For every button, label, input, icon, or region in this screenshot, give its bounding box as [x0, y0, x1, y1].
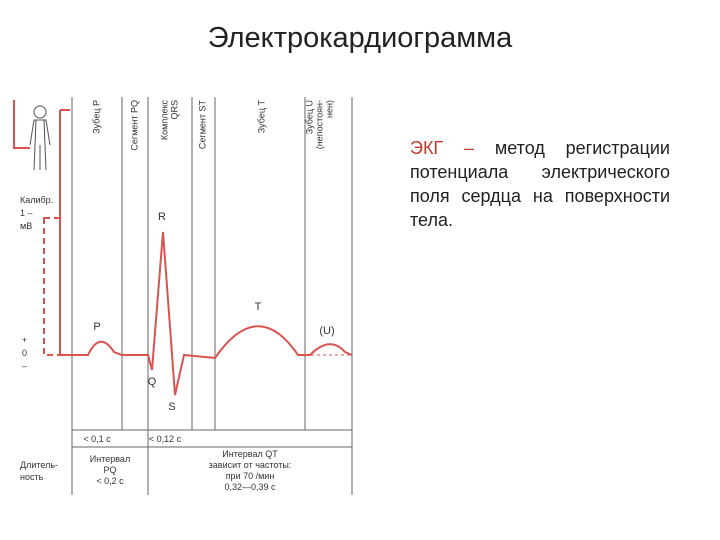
definition: метод регистрации потенциала электрическ… [410, 138, 670, 230]
interval-pq: PQ [103, 465, 116, 475]
column-header: Комплекс [159, 100, 169, 141]
interval-qt: зависит от частоты: [209, 460, 292, 470]
column-header: Сегмент ST [197, 100, 207, 150]
wave-label: (U) [319, 325, 334, 337]
description: ЭКГ – метод регистрации потенциала элект… [410, 136, 670, 232]
interval-pq: Интервал [90, 454, 130, 464]
dash: – [464, 138, 475, 158]
column-header: Сегмент PQ [129, 100, 139, 151]
grid [71, 97, 353, 495]
wave-label: P [93, 321, 100, 333]
interval-pq: < 0,2 с [96, 476, 124, 486]
column-header: Зубец P [91, 100, 101, 134]
interval-qt: при 70 /мин [226, 471, 275, 481]
column-header: (непостоян- [314, 100, 324, 149]
duration: < 0,12 с [149, 434, 182, 444]
slide-title: Электрокардиограмма [207, 22, 513, 54]
interval-qt: Интервал QT [222, 449, 278, 459]
wave-label: T [255, 301, 262, 313]
column-header: QRS [169, 100, 179, 120]
polarity-label: – [22, 361, 27, 371]
wave-label: R [158, 211, 166, 223]
ecg-curve [60, 231, 353, 396]
polarity-label: + [22, 335, 27, 345]
duration-label: ность [20, 472, 44, 482]
calibration-label: 1 – [20, 208, 33, 218]
electrode-wiring [13, 100, 70, 356]
polarity-label: 0 [22, 348, 27, 358]
calibration-label: Калибр. [20, 195, 53, 205]
column-header: нен) [324, 100, 334, 118]
column-header: Зубец U [304, 100, 314, 134]
duration-label: Длитель- [20, 460, 58, 470]
wave-label: Q [148, 376, 157, 388]
duration: < 0,1 с [83, 434, 111, 444]
figure [29, 105, 51, 171]
wave-label: S [168, 401, 175, 413]
term: ЭКГ [410, 138, 444, 158]
column-header: Зубец T [256, 99, 266, 133]
interval-qt: 0,32—0,39 с [224, 482, 276, 492]
calibration-label: мВ [20, 221, 32, 231]
